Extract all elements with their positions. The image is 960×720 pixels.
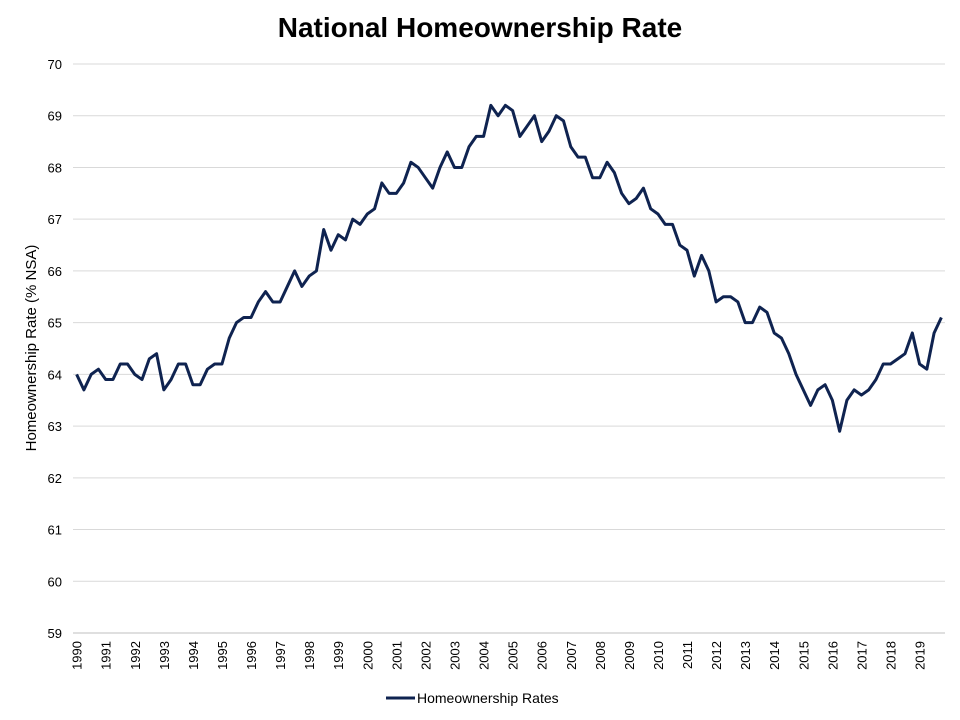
legend-label-homeownership-rates: Homeownership Rates	[417, 690, 559, 706]
y-tick-label: 69	[48, 109, 62, 124]
x-tick-label: 1996	[244, 641, 259, 670]
y-axis-tick-labels: 59 60 61 62 63 64 65 66 67 68 69 70	[48, 57, 62, 641]
x-tick-label: 2010	[651, 641, 666, 670]
x-tick-label: 2006	[535, 641, 550, 670]
x-tick-label: 1999	[331, 641, 346, 670]
x-tick-label: 2009	[622, 641, 637, 670]
x-tick-label: 2000	[360, 641, 375, 670]
x-tick-label: 1990	[70, 641, 85, 670]
y-tick-label: 68	[48, 160, 62, 175]
x-tick-label: 2004	[477, 641, 492, 670]
y-axis-title: Homeownership Rate (% NSA)	[23, 245, 40, 452]
x-tick-label: 2007	[564, 641, 579, 670]
series-layer	[75, 103, 943, 433]
x-tick-label: 1995	[215, 641, 230, 670]
x-tick-label: 2014	[767, 641, 782, 670]
y-tick-label: 60	[48, 574, 62, 589]
x-tick-label: 2013	[738, 641, 753, 670]
x-tick-label: 2015	[796, 641, 811, 670]
y-tick-label: 63	[48, 419, 62, 434]
x-tick-label: 2018	[884, 641, 899, 670]
x-tick-label: 2017	[854, 641, 869, 670]
x-tick-label: 2002	[418, 641, 433, 670]
x-tick-label: 2016	[825, 641, 840, 670]
x-tick-label: 2008	[593, 641, 608, 670]
y-tick-label: 66	[48, 264, 62, 279]
x-tick-label: 1991	[99, 641, 114, 670]
y-tick-label: 59	[48, 626, 62, 641]
y-tick-label: 65	[48, 316, 62, 331]
y-tick-label: 62	[48, 471, 62, 486]
y-tick-label: 64	[48, 367, 62, 382]
x-tick-label: 2005	[506, 641, 521, 670]
x-tick-label: 1998	[302, 641, 317, 670]
gridlines	[73, 63, 945, 582]
x-tick-label: 2001	[389, 641, 404, 670]
x-tick-label: 1994	[186, 641, 201, 670]
x-tick-label: 1997	[273, 641, 288, 670]
x-tick-label: 1992	[128, 641, 143, 670]
x-tick-label: 1993	[157, 641, 172, 670]
x-tick-label: 2011	[680, 641, 695, 669]
y-tick-label: 67	[48, 212, 62, 227]
x-tick-label: 2019	[913, 641, 928, 670]
x-axis-tick-labels: 1990 1991 1992 1993 1994 1995 1996 1997 1998 1999…	[70, 641, 928, 670]
y-tick-label: 70	[48, 57, 62, 72]
x-tick-label: 2012	[709, 641, 724, 670]
chart-title: National Homeownership Rate	[277, 12, 683, 43]
series-line-homeownership-rates	[75, 103, 943, 433]
x-tick-label: 2003	[448, 641, 463, 670]
legend: Homeownership Rates	[386, 690, 559, 706]
y-tick-label: 61	[48, 523, 62, 538]
